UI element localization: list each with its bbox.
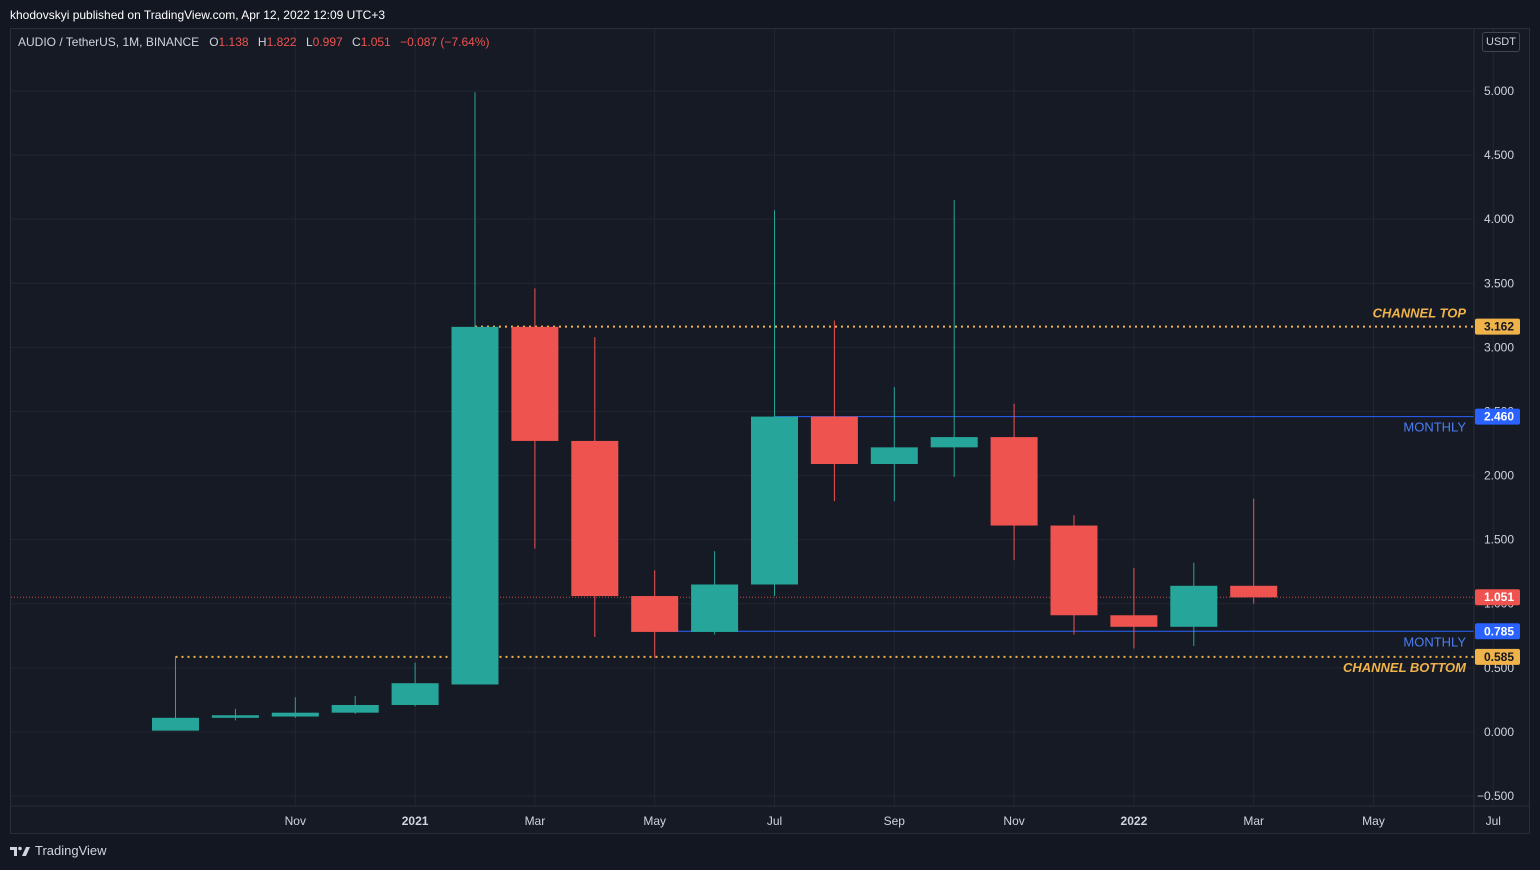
- y-tick-label: 0.000: [1484, 725, 1514, 739]
- currency-button[interactable]: USDT: [1482, 32, 1520, 52]
- monthly-price-badge-text: 0.785: [1484, 624, 1514, 638]
- x-tick-label: Sep: [884, 814, 906, 828]
- tradingview-brand[interactable]: TradingView: [10, 843, 107, 858]
- x-tick-label: Nov: [285, 814, 306, 828]
- candles-layer: [152, 92, 1278, 731]
- candle-body: [451, 326, 499, 685]
- y-tick-label: 5.000: [1484, 84, 1514, 98]
- x-tick-label: May: [1362, 814, 1385, 828]
- candle-body: [1050, 525, 1098, 616]
- candle-body: [391, 683, 439, 705]
- candle-body: [691, 584, 739, 632]
- symbol-legend: AUDIO / TetherUS, 1M, BINANCE O1.138 H1.…: [18, 35, 495, 49]
- close-label: C: [352, 35, 361, 49]
- last-price-badge: [1475, 589, 1520, 606]
- candle-body: [810, 416, 858, 465]
- price-badges-layer: 3.162 2.460 0.785 0.585 1.051: [1475, 318, 1520, 665]
- candle-body: [1110, 615, 1158, 627]
- candle-body: [751, 416, 798, 585]
- open-label: O: [209, 35, 219, 49]
- last-price-badge-text: 1.051: [1484, 590, 1514, 604]
- y-tick-label: −0.500: [1477, 789, 1514, 803]
- axes-layer: 5.0004.5004.0003.5003.0002.5002.0001.500…: [11, 29, 1529, 833]
- candle-body: [1230, 585, 1278, 598]
- candle-body: [271, 712, 319, 717]
- y-tick-label: 4.500: [1484, 148, 1514, 162]
- candle-body: [1170, 585, 1218, 627]
- open-value: 1.138: [218, 35, 249, 49]
- line-label: CHANNEL TOP: [1373, 306, 1467, 321]
- candle-body: [211, 715, 259, 718]
- change-value: −0.087 (−7.64%): [400, 35, 490, 49]
- candle-body: [152, 717, 199, 731]
- low-value: 0.997: [312, 35, 343, 49]
- monthly-price-badge: [1475, 623, 1520, 640]
- high-value: 1.822: [266, 35, 297, 49]
- publisher-bar: khodovskyi published on TradingView.com,…: [0, 0, 1540, 28]
- x-tick-label: Jul: [767, 814, 782, 828]
- candle-body: [571, 440, 619, 597]
- x-tick-label: Mar: [525, 814, 546, 828]
- candle-body: [870, 447, 918, 465]
- y-tick-label: 3.500: [1484, 276, 1514, 290]
- symbol-name[interactable]: AUDIO / TetherUS, 1M, BINANCE: [18, 35, 200, 49]
- brand-label: TradingView: [35, 843, 107, 858]
- tradingview-logo-icon: [10, 846, 30, 856]
- low-label: L: [305, 35, 313, 49]
- candle-body: [511, 326, 559, 441]
- x-tick-label: 2022: [1121, 814, 1148, 828]
- channel-price-badge: [1475, 648, 1520, 665]
- publisher-line: khodovskyi published on TradingView.com,…: [10, 8, 386, 22]
- line-label: MONTHLY: [1403, 420, 1466, 435]
- x-tick-label: Jul: [1486, 814, 1501, 828]
- monthly-price-badge-text: 2.460: [1484, 410, 1514, 424]
- y-tick-label: 1.500: [1484, 533, 1514, 547]
- close-value: 1.051: [360, 35, 391, 49]
- y-tick-label: 3.000: [1484, 340, 1514, 354]
- x-tick-label: 2021: [402, 814, 429, 828]
- horizontal-lines-layer: CHANNEL TOP MONTHLY MONTHLY CHANNEL BOTTOM: [11, 306, 1474, 675]
- candle-body: [631, 596, 679, 632]
- candle-body: [331, 704, 379, 713]
- channel-price-badge-text: 3.162: [1484, 320, 1514, 334]
- y-tick-label: 2.000: [1484, 469, 1514, 483]
- channel-price-badge-text: 0.585: [1484, 650, 1514, 664]
- high-label: H: [257, 35, 267, 49]
- x-tick-label: May: [643, 814, 666, 828]
- line-label: CHANNEL BOTTOM: [1343, 660, 1467, 675]
- candle-body: [990, 437, 1038, 526]
- y-tick-label: 4.000: [1484, 212, 1514, 226]
- x-tick-label: Nov: [1003, 814, 1024, 828]
- channel-price-badge: [1475, 318, 1520, 335]
- monthly-price-badge: [1475, 408, 1520, 425]
- x-tick-label: Mar: [1243, 814, 1264, 828]
- line-label: MONTHLY: [1403, 634, 1466, 649]
- candle-body: [930, 437, 978, 448]
